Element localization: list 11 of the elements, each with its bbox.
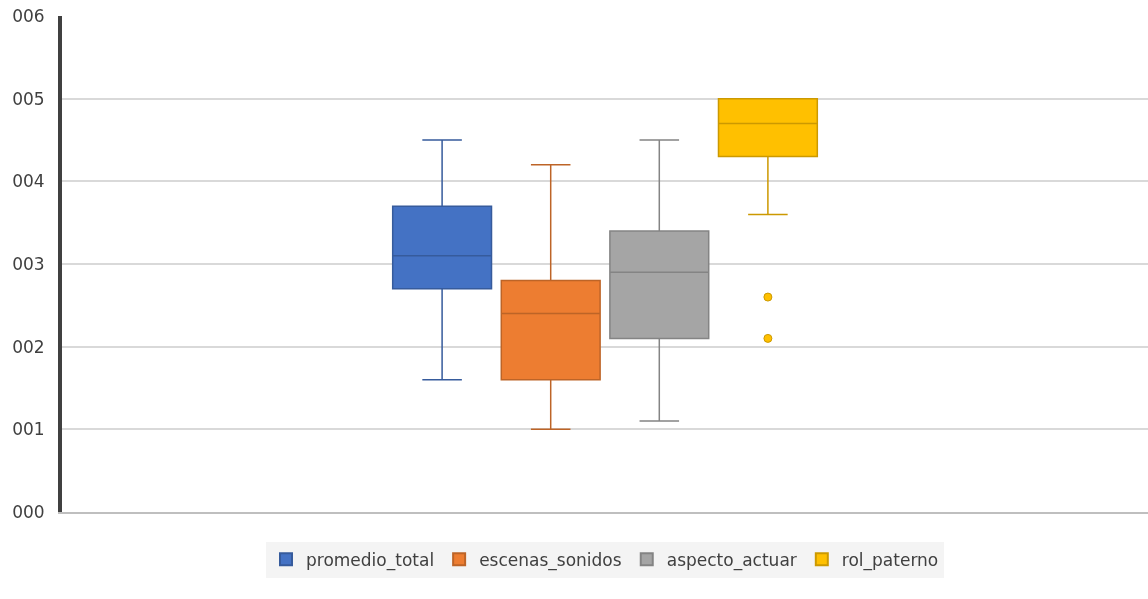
y-tick-label: 004 <box>12 171 45 192</box>
legend-label: rol_paterno <box>841 549 939 571</box>
y-tick-label: 002 <box>12 336 45 357</box>
y-tick-label: 006 <box>12 5 45 26</box>
y-tick-label: 001 <box>12 419 45 440</box>
y-tick-label: 003 <box>12 253 45 274</box>
legend-label: escenas_sonidos <box>479 549 622 571</box>
y-tick-label: 000 <box>12 501 45 522</box>
y-tick-label: 005 <box>12 88 45 109</box>
legend-label: promedio_total <box>306 549 435 571</box>
legend-label: aspecto_actuar <box>666 549 797 571</box>
